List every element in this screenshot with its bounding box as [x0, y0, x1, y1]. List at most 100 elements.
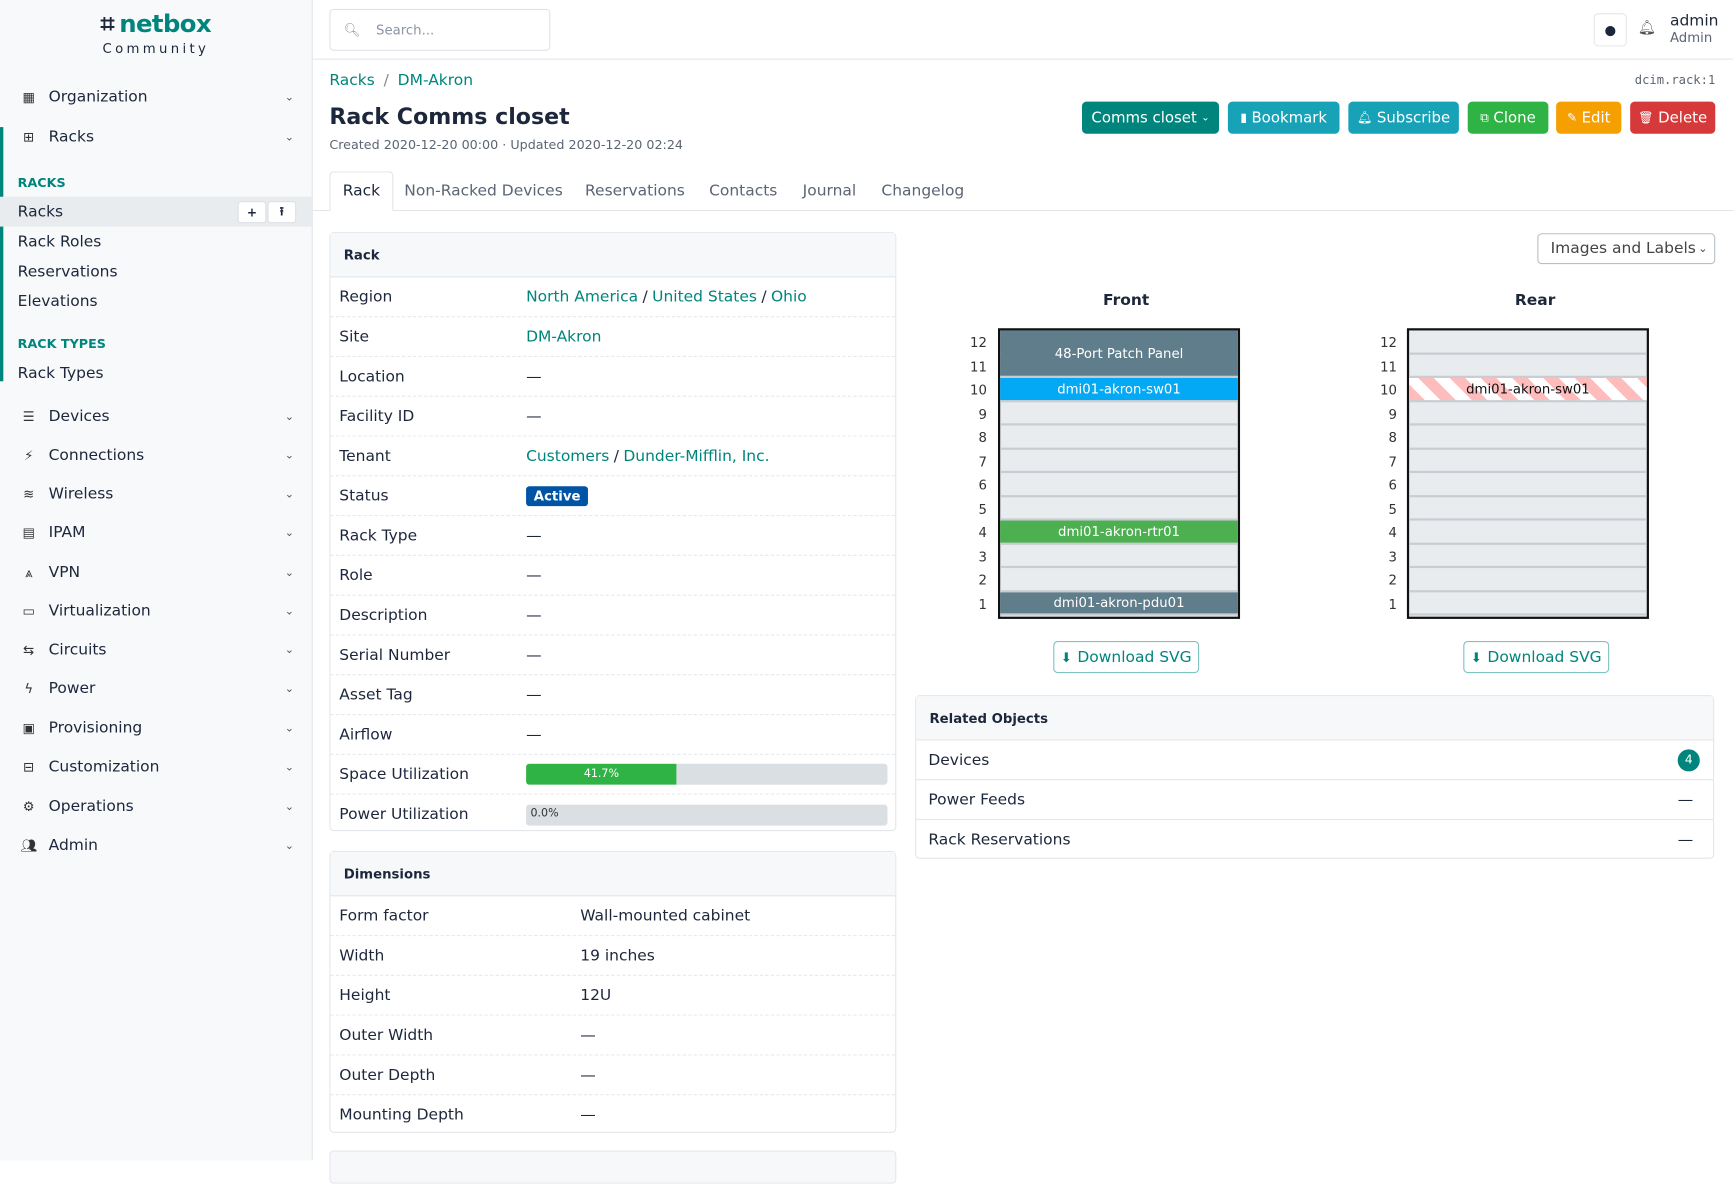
subscribe-button[interactable]: 🔔︎ Subscribe — [1348, 101, 1459, 134]
notifications-bell-icon[interactable]: 🔔︎ — [1637, 19, 1657, 37]
monitor-icon: ▭ — [22, 603, 36, 619]
rack-unit-5[interactable] — [1000, 497, 1238, 521]
clone-button[interactable]: ⧉ Clone — [1467, 101, 1549, 134]
field-row: Facility ID — — [330, 397, 896, 437]
rack-device[interactable]: dmi01-akron-pdu01 — [1000, 591, 1238, 614]
sidebar-item-virtualization[interactable]: ▭ Virtualization ⌄ — [0, 592, 312, 630]
chevron-down-icon: ⌄ — [284, 760, 294, 774]
rack-unit-7[interactable] — [1409, 449, 1647, 474]
sidebar-item-operations[interactable]: ⚙ Operations ⌄ — [0, 788, 312, 826]
theme-toggle-button[interactable]: ● — [1593, 13, 1627, 47]
section-rack-types: RACK TYPES — [17, 335, 106, 352]
rack-unit-8[interactable] — [1000, 426, 1238, 450]
rack-unit-10[interactable] — [1000, 378, 1238, 402]
rack-unit-6[interactable] — [1409, 473, 1647, 497]
netbox-logo[interactable]: ⌗ netbox Community — [100, 11, 212, 57]
bookmark-button[interactable]: ▮ Bookmark — [1227, 101, 1340, 134]
breadcrumb-racks[interactable]: Racks — [329, 71, 375, 90]
site-row: Site DM-Akron — [330, 317, 896, 357]
tenant-row: Tenant Customers / Dunder-Mifflin, Inc. — [330, 437, 896, 477]
region-link[interactable]: Ohio — [770, 287, 807, 306]
sidebar-item-wireless[interactable]: ≋ Wireless ⌄ — [0, 475, 312, 513]
sidebar-item-devices[interactable]: ☰ Devices ⌄ — [0, 398, 312, 436]
rack-unit-6[interactable] — [1000, 473, 1238, 497]
sidebar-item-connections[interactable]: ⚡ Connections ⌄ — [0, 437, 312, 475]
breadcrumb-site[interactable]: DM-Akron — [397, 71, 474, 90]
sidebar-item-power[interactable]: ϟ Power ⌄ — [0, 670, 312, 708]
sidebar-item-organization[interactable]: ▦ Organization ⌄ — [0, 78, 312, 116]
download-front-svg-button[interactable]: ⬇ Download SVG — [1053, 641, 1200, 674]
related-power-feeds[interactable]: Power Feeds — — [916, 780, 1714, 821]
rack-unit-2[interactable] — [1000, 568, 1238, 592]
rack-unit-3[interactable] — [1409, 544, 1647, 569]
rack-unit-5[interactable] — [1409, 497, 1647, 521]
region-link[interactable]: North America — [526, 287, 639, 306]
sidebar-link-racks[interactable]: Racks + ⭱ — [0, 196, 312, 227]
sidebar-item-racks[interactable]: ⊞ Racks ⌄ — [0, 118, 312, 156]
tab-contacts[interactable]: Contacts — [709, 182, 778, 201]
download-rear-svg-button[interactable]: ⬇ Download SVG — [1463, 641, 1610, 674]
dimension-row: Outer Depth — — [330, 1055, 896, 1096]
rack-unit-1[interactable] — [1409, 592, 1647, 616]
tab-non-racked-devices[interactable]: Non-Racked Devices — [404, 182, 563, 201]
tenant-link[interactable]: Customers — [526, 447, 610, 465]
card-header: Dimensions — [330, 852, 896, 897]
flash-icon: ϟ — [24, 680, 34, 697]
rack-unit-7[interactable] — [1000, 449, 1238, 474]
sidebar-item-customization[interactable]: ⊟ Customization ⌄ — [0, 748, 312, 786]
related-devices[interactable]: Devices 4 — [916, 740, 1714, 781]
sidebar-item-provisioning[interactable]: ▣ Provisioning ⌄ — [0, 710, 312, 748]
tab-reservations[interactable]: Reservations — [584, 182, 685, 201]
region-row: Region North America / United States / Ohio — [330, 277, 896, 318]
sidebar-item-admin[interactable]: 👥︎ Admin ⌄ — [0, 827, 312, 865]
rack-unit-12[interactable] — [1409, 330, 1647, 355]
rack-unit-4[interactable] — [1409, 521, 1647, 545]
front-rack-elevation: 48-Port Patch Panel dmi01-akron-sw01 dmi01… — [997, 328, 1241, 619]
rack-unit-11[interactable] — [1409, 354, 1647, 378]
vpn-icon: ⩓ — [24, 564, 33, 580]
sidebar-link-reservations[interactable]: Reservations — [17, 262, 118, 281]
tab-rack[interactable]: Rack — [329, 171, 394, 212]
related-rack-reservations[interactable]: Rack Reservations — — [928, 831, 1694, 849]
add-rack-button[interactable]: + — [237, 201, 267, 224]
pencil-icon: ✎ — [1566, 110, 1578, 125]
rack-unit-9[interactable] — [1409, 402, 1647, 426]
rack-unit-8[interactable] — [1409, 426, 1647, 450]
tenant-link[interactable]: Dunder-Mifflin, Inc. — [623, 447, 770, 465]
sidebar-item-vpn[interactable]: ⩓ VPN ⌄ — [0, 554, 312, 592]
chevron-down-icon: ⌄ — [284, 643, 294, 656]
sidebar-item-ipam[interactable]: ▤ IPAM ⌄ — [0, 514, 312, 552]
rack-unit-9[interactable] — [1000, 402, 1238, 426]
rack-device[interactable]: dmi01-akron-rtr01 — [1000, 520, 1238, 543]
tab-journal[interactable]: Journal — [802, 182, 857, 201]
sidebar-link-rack-types[interactable]: Rack Types — [17, 364, 104, 382]
rack-unit-3[interactable] — [1000, 544, 1238, 569]
tab-changelog[interactable]: Changelog — [881, 182, 965, 201]
rack-unit-1[interactable] — [1000, 592, 1238, 616]
search-input[interactable]: 🔍︎ Search... — [329, 8, 551, 51]
field-row: Location — — [330, 357, 896, 397]
rack-unit-11[interactable] — [1000, 354, 1238, 378]
rack-unit-2[interactable] — [1409, 568, 1647, 592]
unit-number: 11 — [970, 358, 987, 375]
sidebar-link-rack-roles[interactable]: Rack Roles — [17, 232, 102, 251]
rack-unit-10[interactable] — [1409, 378, 1647, 402]
sidebar-link-elevations[interactable]: Elevations — [17, 292, 98, 311]
rack-select-dropdown[interactable]: Comms closet ⌄ — [1081, 101, 1220, 134]
import-racks-button[interactable]: ⭱ — [267, 201, 297, 224]
edit-button[interactable]: ✎ Edit — [1556, 101, 1622, 134]
site-link[interactable]: DM-Akron — [526, 327, 602, 346]
user-menu[interactable]: admin Admin — [1669, 12, 1719, 46]
space-utilization-bar: 41.7% — [526, 763, 888, 785]
delete-button[interactable]: 🗑︎ Delete — [1630, 101, 1716, 134]
region-link[interactable]: United States — [652, 287, 757, 306]
bell-plus-icon: 🔔︎ — [1357, 110, 1373, 125]
sidebar-item-circuits[interactable]: ⇆ Circuits ⌄ — [0, 631, 312, 669]
rack-device[interactable]: dmi01-akron-sw01 — [1000, 377, 1238, 400]
dimension-row: Form factor Wall-mounted cabinet — [330, 896, 896, 937]
rack-unit-4[interactable] — [1000, 521, 1238, 545]
copy-icon: ⧉ — [1480, 109, 1489, 125]
rack-device[interactable]: 48-Port Patch Panel — [1000, 330, 1238, 376]
elevation-view-select[interactable]: Images and Labels ⌄ — [1537, 233, 1716, 265]
rack-device[interactable]: dmi01-akron-sw01 — [1409, 377, 1647, 400]
